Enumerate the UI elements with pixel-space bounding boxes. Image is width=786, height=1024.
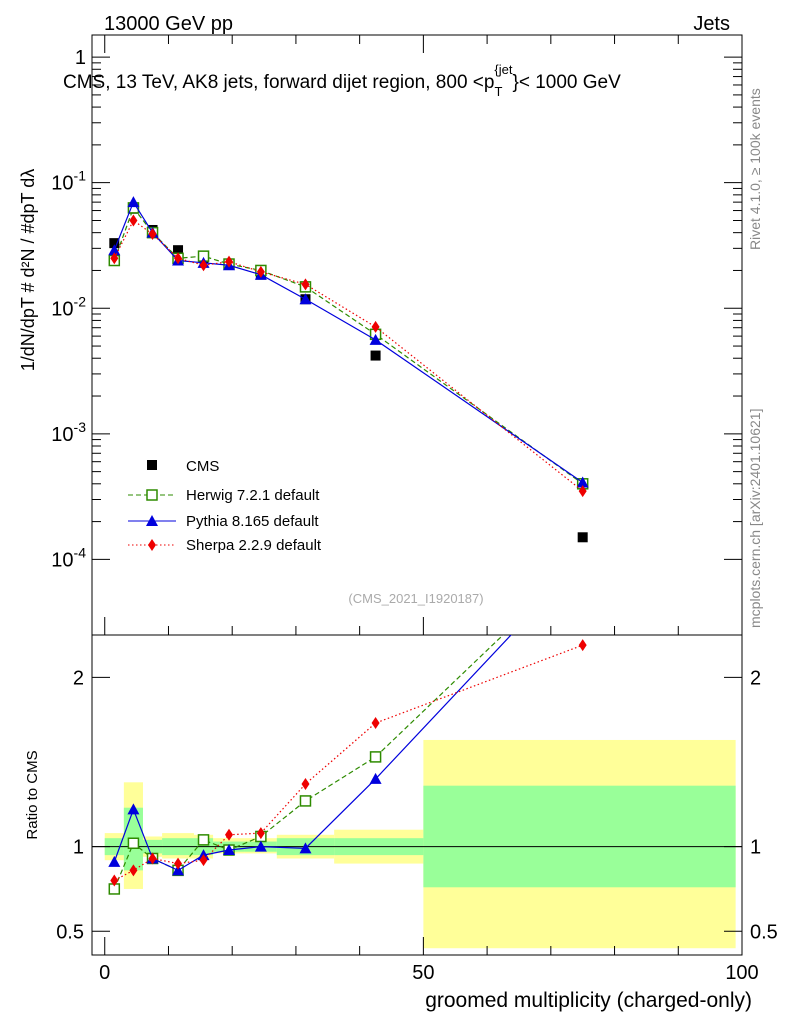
- ratio-point-sherpa-0: [110, 874, 119, 887]
- ratio-point-sherpa-4: [199, 854, 208, 867]
- point-pythia-1: [127, 196, 140, 208]
- x-axis-label: groomed multiplicity (charged-only): [425, 989, 752, 1012]
- legend-cms-label: CMS: [186, 458, 219, 475]
- point-cms-3: [173, 245, 184, 256]
- side-mcplots: mcplots.cern.ch [arXiv:2401.10621]: [747, 409, 763, 628]
- legend-herwig-marker: [146, 489, 158, 501]
- line-sherpa: [113, 219, 584, 492]
- point-sherpa-5: [225, 255, 234, 268]
- point-sherpa-4: [199, 259, 208, 272]
- legend-herwig-label: Herwig 7.2.1 default: [186, 487, 320, 504]
- legend-pythia-label: Pythia 8.165 default: [186, 513, 319, 530]
- ratio-panel-frame: [91, 634, 743, 956]
- point-pythia-0: [108, 244, 121, 256]
- point-sherpa-8: [371, 320, 380, 333]
- ratio-point-sherpa-8: [371, 717, 380, 730]
- ratio-line-pythia: [113, 635, 512, 872]
- ratio-ytick-label-0: 0.5: [56, 921, 84, 943]
- side-rivet: Rivet 4.1.0, ≥ 100k events: [747, 88, 763, 250]
- plot-title-main: CMS, 13 TeV, AK8 jets, forward dijet reg…: [63, 72, 494, 93]
- ratio-point-herwig-8: [369, 751, 382, 763]
- plot-title-end: }< 1000 GeV: [512, 72, 621, 93]
- ratio-point-sherpa-6: [256, 827, 265, 840]
- xtick-label-2: 100: [725, 962, 758, 984]
- point-sherpa-3: [174, 252, 183, 265]
- ratio-point-pythia-3: [172, 864, 185, 876]
- point-sherpa-1: [129, 214, 138, 227]
- ratio-point-pythia-1: [127, 803, 140, 815]
- ratio-line-herwig: [113, 635, 504, 890]
- point-pythia-9: [576, 476, 589, 488]
- ratio-ylabel: Ratio to CMS: [24, 750, 41, 839]
- line-herwig: [113, 206, 584, 485]
- main-ytick-label-2: 10-2: [51, 293, 86, 320]
- ratio-line-sherpa: [114, 644, 583, 882]
- main-ytick-label-4: 1: [75, 47, 86, 69]
- plot-title-sup: {jet: [494, 62, 512, 77]
- legend-sherpa-label: Sherpa 2.2.9 default: [186, 537, 322, 554]
- point-pythia-7: [299, 293, 312, 305]
- main-ytick-label-0: 10-4: [51, 544, 86, 571]
- axes: 10-4 10-3 10-2 10-1 1 0.5 0.5 1 1 2 2 0 50 100: [51, 35, 778, 984]
- ratio-point-pythia-6: [254, 840, 267, 852]
- ratio-point-herwig-4: [197, 834, 210, 846]
- line-pythia: [113, 200, 584, 483]
- ratio-point-sherpa-1: [129, 864, 138, 877]
- ratio-ytick-label-1: 1: [73, 837, 84, 859]
- ratio-ytick-label-right-1: 1: [750, 837, 761, 859]
- legend-sherpa-marker: [148, 539, 156, 551]
- legend: CMS Herwig 7.2.1 default Pythia 8.165 de…: [128, 458, 322, 554]
- xtick-label-1: 50: [412, 962, 434, 984]
- xtick-label-0: 0: [99, 962, 110, 984]
- main-ytick-label-1: 10-3: [51, 419, 86, 446]
- main-ytick-label-3: 10-1: [51, 168, 86, 195]
- ratio-point-sherpa-5: [225, 828, 234, 841]
- point-sherpa-9: [578, 485, 587, 498]
- ratio-point-pythia-8: [369, 772, 382, 784]
- plot-title-sub: T: [494, 84, 502, 99]
- point-sherpa-7: [301, 278, 310, 291]
- legend-cms-marker: [147, 460, 157, 470]
- header-jets: Jets: [693, 13, 730, 35]
- header-energy: 13000 GeV pp: [104, 13, 233, 35]
- point-sherpa-0: [110, 252, 119, 265]
- point-cms-9: [577, 532, 588, 543]
- point-cms-8: [370, 350, 381, 361]
- ratio-point-pythia-5: [223, 844, 236, 856]
- point-pythia-8: [369, 333, 382, 345]
- band-green-9: [423, 785, 736, 888]
- legend-pythia-marker: [146, 515, 158, 526]
- ratio-ytick-label-2: 2: [73, 667, 84, 689]
- ratio-ytick-label-right-0: 0.5: [750, 921, 778, 943]
- analysis-ref: (CMS_2021_I1920187): [348, 591, 483, 606]
- ratio-point-sherpa-7: [301, 777, 310, 790]
- main-ylabel: 1/dN/dpT # d²N / #dpT dλ: [18, 169, 38, 371]
- ratio-point-sherpa-9: [578, 639, 587, 652]
- ratio-point-herwig-1: [127, 837, 140, 850]
- ratio-point-pythia-7: [299, 842, 312, 854]
- ratio-point-herwig-7: [299, 795, 312, 807]
- plot-title: CMS, 13 TeV, AK8 jets, forward dijet reg…: [63, 62, 621, 99]
- series-group: [108, 196, 589, 895]
- ratio-ytick-label-right-2: 2: [750, 667, 761, 689]
- ratio-point-pythia-0: [108, 855, 121, 867]
- ratio-point-sherpa-3: [174, 857, 183, 870]
- point-sherpa-6: [256, 265, 265, 278]
- point-cms-0: [109, 238, 120, 249]
- point-sherpa-2: [148, 228, 157, 241]
- ratio-point-sherpa-2: [148, 852, 157, 865]
